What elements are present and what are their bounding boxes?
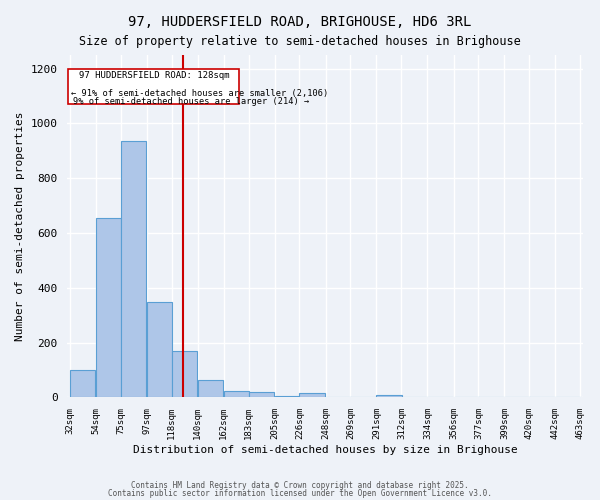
Bar — [224, 390, 249, 398]
Bar — [299, 394, 325, 398]
Bar — [146, 302, 172, 398]
Bar — [197, 380, 223, 398]
Text: 97 HUDDERSFIELD ROAD: 128sqm: 97 HUDDERSFIELD ROAD: 128sqm — [79, 72, 229, 80]
Y-axis label: Number of semi-detached properties: Number of semi-detached properties — [15, 112, 25, 341]
Text: ← 91% of semi-detached houses are smaller (2,106): ← 91% of semi-detached houses are smalle… — [71, 89, 328, 98]
Bar — [172, 351, 197, 398]
Bar — [275, 396, 300, 398]
Bar — [248, 392, 274, 398]
Text: 97, HUDDERSFIELD ROAD, BRIGHOUSE, HD6 3RL: 97, HUDDERSFIELD ROAD, BRIGHOUSE, HD6 3R… — [128, 15, 472, 29]
Bar — [96, 218, 121, 398]
Bar — [121, 142, 146, 398]
Text: Contains public sector information licensed under the Open Government Licence v3: Contains public sector information licen… — [108, 488, 492, 498]
Text: 9% of semi-detached houses are larger (214) →: 9% of semi-detached houses are larger (2… — [73, 96, 310, 106]
FancyBboxPatch shape — [68, 68, 239, 104]
Text: Contains HM Land Registry data © Crown copyright and database right 2025.: Contains HM Land Registry data © Crown c… — [131, 481, 469, 490]
Text: Size of property relative to semi-detached houses in Brighouse: Size of property relative to semi-detach… — [79, 35, 521, 48]
Bar — [376, 394, 402, 398]
X-axis label: Distribution of semi-detached houses by size in Brighouse: Distribution of semi-detached houses by … — [133, 445, 517, 455]
Bar — [70, 370, 95, 398]
